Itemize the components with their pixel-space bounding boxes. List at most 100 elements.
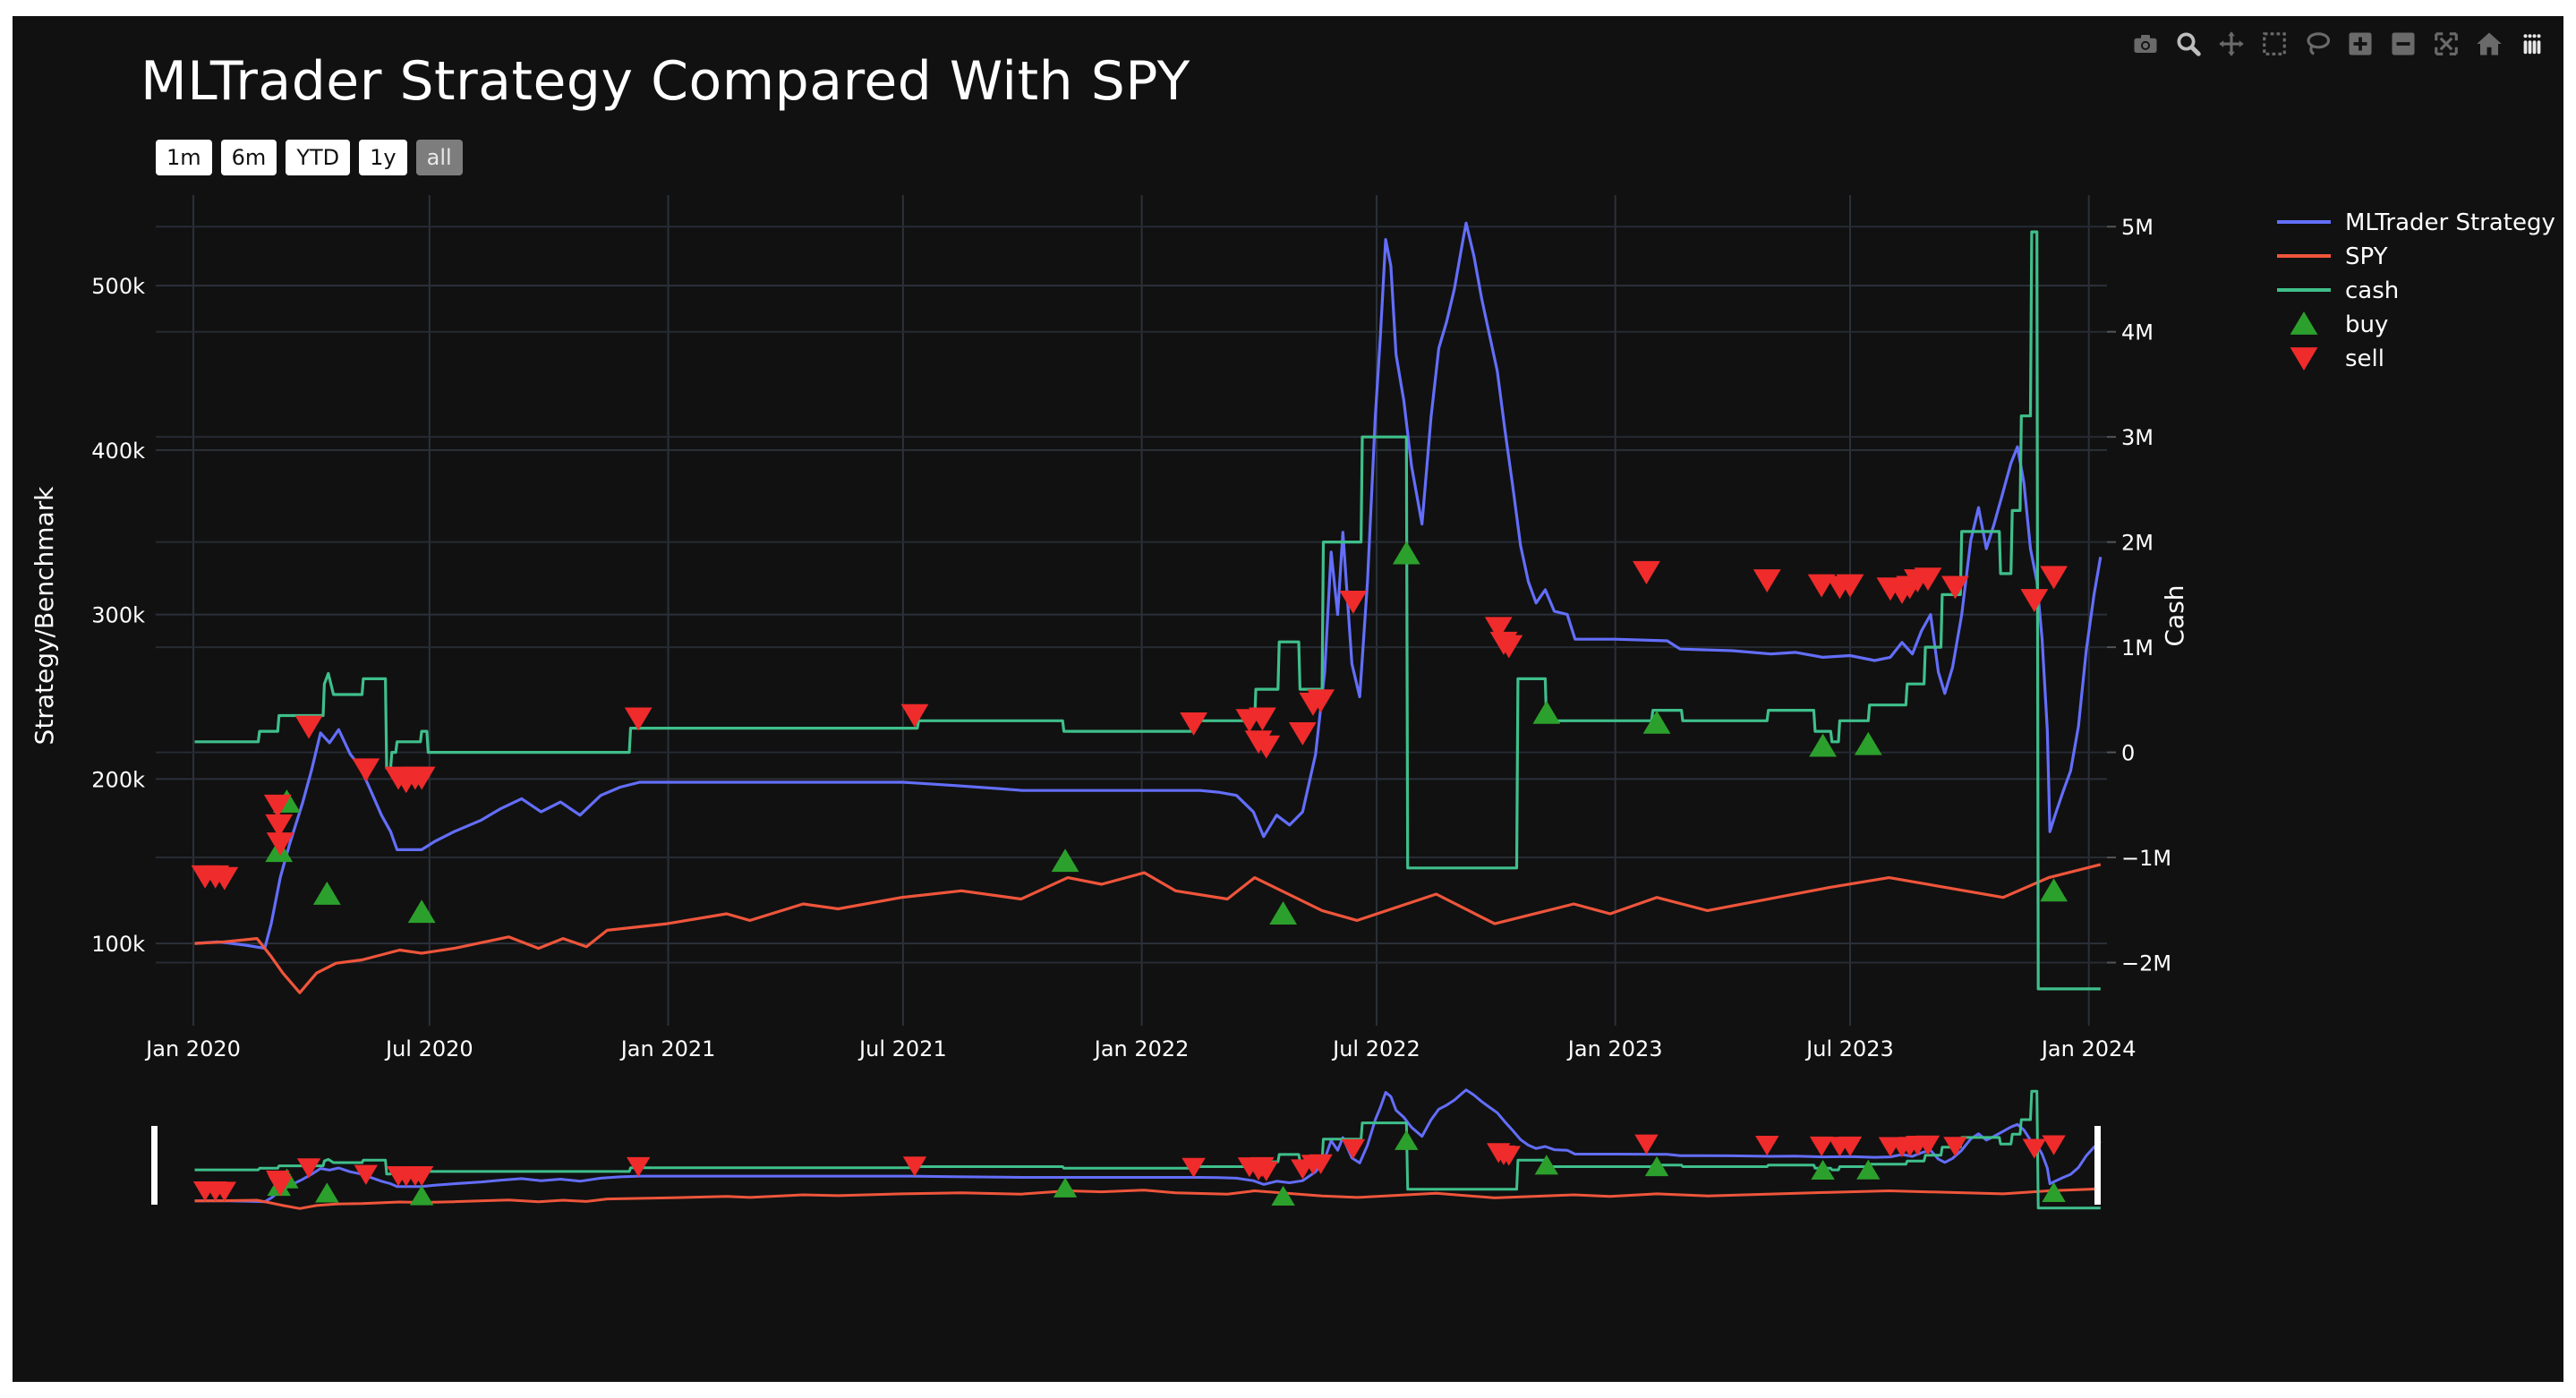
grid [156, 195, 2116, 1026]
x-tick-label: Jul 2020 [384, 1036, 473, 1061]
sell-marker [407, 766, 436, 790]
y2-tick-label: −2M [2121, 951, 2171, 976]
slider-sell-marker [2042, 1135, 2066, 1155]
chart-svg: Strategy/Benchmark Cash Jan 2020 Jul 2020… [30, 195, 2555, 1210]
slider-buy-marker [315, 1182, 339, 1203]
sell-marker [263, 794, 292, 818]
x-tick-label: Jul 2021 [857, 1036, 947, 1061]
buy-marker [1532, 700, 1561, 724]
y2-tick-label: 1M [2121, 635, 2154, 661]
buy-marker [1051, 848, 1079, 873]
series-line-cash [194, 230, 2101, 991]
buy-marker [407, 899, 436, 924]
range-button-1y[interactable]: 1y [359, 140, 407, 175]
sell-marker [352, 758, 380, 782]
legend-label: SPY [2345, 243, 2388, 270]
sell-marker [1753, 569, 1781, 593]
pan-icon[interactable] [2216, 29, 2247, 59]
x-tick-label: Jan 2023 [1566, 1036, 1663, 1061]
sell-marker [1836, 574, 1864, 598]
buy-marker [1392, 541, 1420, 565]
y2-axis-title: Cash [2160, 584, 2189, 646]
legend-item-cash[interactable]: cash [2277, 277, 2399, 304]
modebar [2130, 29, 2547, 59]
legend-label: buy [2345, 311, 2388, 338]
box-select-icon[interactable] [2259, 29, 2290, 59]
sell-marker [1914, 567, 1942, 592]
sell-marker [624, 707, 653, 731]
zoom-icon[interactable] [2173, 29, 2204, 59]
sell-marker [2020, 589, 2049, 613]
legend-item-spy[interactable]: SPY [2277, 243, 2388, 270]
legend-item-sell[interactable]: sell [2290, 345, 2384, 372]
y-axis-title: Strategy/Benchmark [30, 486, 59, 746]
slider-sell-marker [2022, 1138, 2047, 1159]
legend-label: sell [2345, 345, 2384, 372]
reset-axes-icon[interactable] [2474, 29, 2504, 59]
chart-frame: MLTrader Strategy Compared With SPY 1m 6… [13, 16, 2563, 1382]
plotly-logo-icon[interactable] [2517, 29, 2547, 59]
legend-label: MLTrader Strategy [2345, 209, 2555, 236]
camera-icon[interactable] [2130, 29, 2161, 59]
slider-buy-marker [1395, 1129, 1419, 1150]
autoscale-icon[interactable] [2431, 29, 2461, 59]
sell-marker [1339, 590, 1368, 614]
slider-buy-marker [1856, 1159, 1881, 1180]
sell-marker [1248, 707, 1276, 731]
marker-layer [191, 541, 2068, 925]
buy-marker [1642, 710, 1671, 734]
y-tick-label: 400k [91, 439, 145, 464]
legend-item-buy[interactable]: buy [2290, 311, 2389, 338]
slider-buy-marker [409, 1185, 434, 1206]
zoom-out-icon[interactable] [2388, 29, 2418, 59]
sell-marker [1484, 617, 1513, 641]
range-button-6m[interactable]: 6m [220, 140, 277, 175]
sell-marker [210, 866, 239, 891]
y2-tick-label: 3M [2121, 425, 2154, 450]
slider-sell-marker [1809, 1136, 1834, 1157]
slider-sell-marker [409, 1166, 434, 1187]
zoom-in-icon[interactable] [2345, 29, 2376, 59]
slider-buy-marker [1271, 1185, 1295, 1206]
slider-line-cash [194, 1089, 2101, 1210]
range-button-all[interactable]: all [415, 140, 463, 175]
y-tick-label: 100k [91, 932, 145, 957]
legend-swatch [2290, 311, 2318, 335]
y2-tick-label: 4M [2121, 320, 2154, 345]
slider-sell-marker [212, 1181, 237, 1202]
legend-swatch [2290, 347, 2318, 371]
slider-buy-marker [1811, 1159, 1835, 1181]
slider-sell-marker [1915, 1135, 1941, 1155]
slider-buy-marker [1534, 1155, 1559, 1175]
axes: Strategy/Benchmark Cash Jan 2020 Jul 2020… [30, 215, 2189, 1061]
slider-sell-marker [1497, 1146, 1521, 1166]
y2-tick-label: 5M [2121, 215, 2154, 240]
sell-marker [1633, 560, 1660, 584]
series-line-mltrader-strategy [194, 221, 2103, 950]
slider-line-spy [194, 1187, 2101, 1210]
range-slider[interactable] [151, 1088, 2102, 1210]
slider-sell-marker [627, 1156, 651, 1178]
slider-sell-marker [902, 1156, 927, 1177]
buy-marker [1269, 901, 1297, 925]
legend-item-mltrader-strategy[interactable]: MLTrader Strategy [2277, 209, 2555, 236]
lasso-select-icon[interactable] [2302, 29, 2333, 59]
x-tick-label: Jan 2021 [619, 1036, 716, 1061]
slider-sell-marker [1341, 1138, 1366, 1159]
sell-marker [266, 832, 294, 857]
range-button-ytd[interactable]: YTD [286, 140, 351, 175]
sell-marker [1941, 575, 1969, 600]
slider-sell-marker [296, 1158, 321, 1179]
sell-marker [294, 715, 323, 739]
buy-marker [312, 881, 341, 905]
series-line-spy [194, 863, 2102, 994]
slider-sell-marker [1181, 1157, 1206, 1178]
slider-sell-marker [1838, 1136, 1863, 1157]
range-button-1m[interactable]: 1m [156, 140, 212, 175]
y-tick-label: 500k [91, 274, 145, 299]
range-slider-left-handle [151, 1126, 158, 1205]
slider-line-mltrader-strategy [194, 1088, 2102, 1204]
slider-sell-marker [1254, 1161, 1278, 1181]
slider-sell-marker [1634, 1134, 1659, 1155]
slider-sell-marker [268, 1176, 293, 1197]
